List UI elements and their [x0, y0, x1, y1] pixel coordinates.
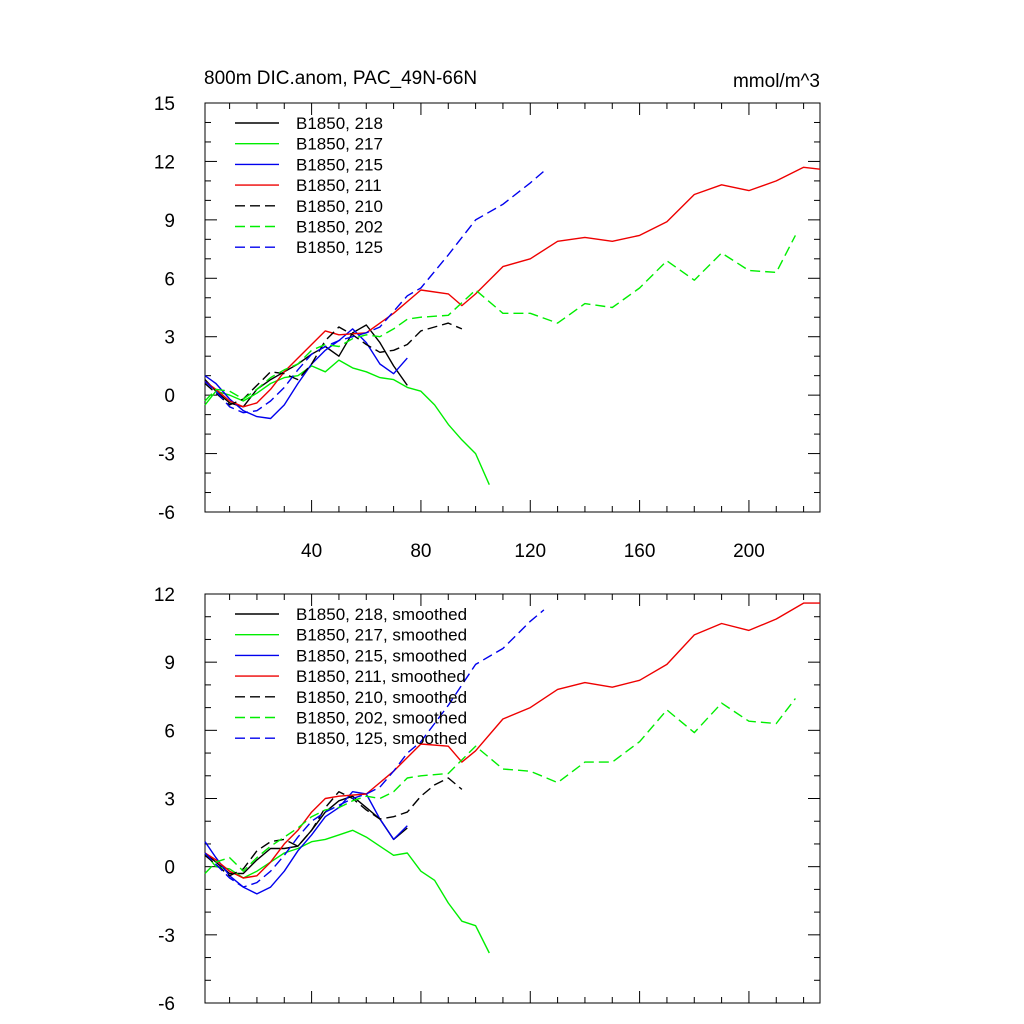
- y-tick-label: -3: [158, 926, 175, 947]
- legend-label: B1850, 218, smoothed: [296, 605, 467, 624]
- x-tick-label: 200: [733, 541, 765, 562]
- series-line: [204, 235, 797, 402]
- chart-title: 800m DIC.anom, PAC_49N-66N: [204, 68, 477, 89]
- series-line: [204, 698, 796, 874]
- legend-label: B1850, 215: [296, 155, 383, 174]
- x-tick-label: 80: [410, 541, 431, 562]
- series-line: [204, 359, 490, 485]
- y-tick-label: 6: [164, 721, 175, 742]
- legend-label: B1850, 211, smoothed: [296, 667, 466, 686]
- series-line: [204, 170, 545, 414]
- series-line: [204, 829, 490, 954]
- legend-label: B1850, 125, smoothed: [296, 729, 467, 748]
- legend-label: B1850, 125: [296, 238, 383, 257]
- series-line: [204, 777, 463, 877]
- y-tick-label: -3: [158, 445, 175, 466]
- legend-label: B1850, 202, smoothed: [296, 709, 467, 728]
- y-tick-label: 0: [164, 858, 175, 879]
- bottom-panel: -6 -3 0 3 6 9 12 B1850, 218, smoothed B1850, 217…: [154, 585, 821, 1015]
- y-tick-label: 9: [164, 211, 175, 232]
- series-line: [204, 791, 408, 895]
- legend-label: B1850, 217, smoothed: [296, 626, 467, 645]
- y-tick-label: 9: [164, 653, 175, 674]
- plot-frame: [204, 102, 821, 513]
- plot-frame: [204, 593, 821, 1004]
- y-tick-label: 12: [154, 152, 175, 173]
- series-line: [204, 328, 408, 420]
- legend-label: B1850, 211: [296, 176, 382, 195]
- legend-label: B1850, 217: [296, 135, 383, 154]
- y-tick-label: -6: [158, 994, 175, 1015]
- top-panel: -6 -3 0 3 6 9 12 15 40 80 120 160 200 B1850, 218 B1850…: [154, 94, 821, 562]
- y-tick-label: 15: [154, 94, 175, 115]
- x-tick-label: 40: [301, 541, 322, 562]
- legend-label: B1850, 210: [296, 197, 383, 216]
- y-tick-label: 12: [154, 585, 175, 606]
- y-tick-label: -6: [158, 503, 175, 524]
- x-tick-label: 160: [624, 541, 656, 562]
- series-line: [204, 602, 820, 879]
- y-tick-label: 6: [164, 269, 175, 290]
- legend-label: B1850, 215, smoothed: [296, 646, 467, 665]
- legend-label: B1850, 218: [296, 114, 383, 133]
- y-tick-label: 0: [164, 386, 175, 407]
- x-tick-label: 120: [514, 541, 546, 562]
- chart-units: mmol/m^3: [733, 71, 820, 92]
- y-tick-label: 3: [164, 328, 175, 349]
- series-line: [204, 795, 408, 875]
- y-tick-label: 3: [164, 790, 175, 811]
- series-line: [204, 609, 545, 888]
- legend-label: B1850, 210, smoothed: [296, 688, 467, 707]
- series-line: [204, 166, 821, 408]
- legend-label: B1850, 202: [296, 218, 383, 237]
